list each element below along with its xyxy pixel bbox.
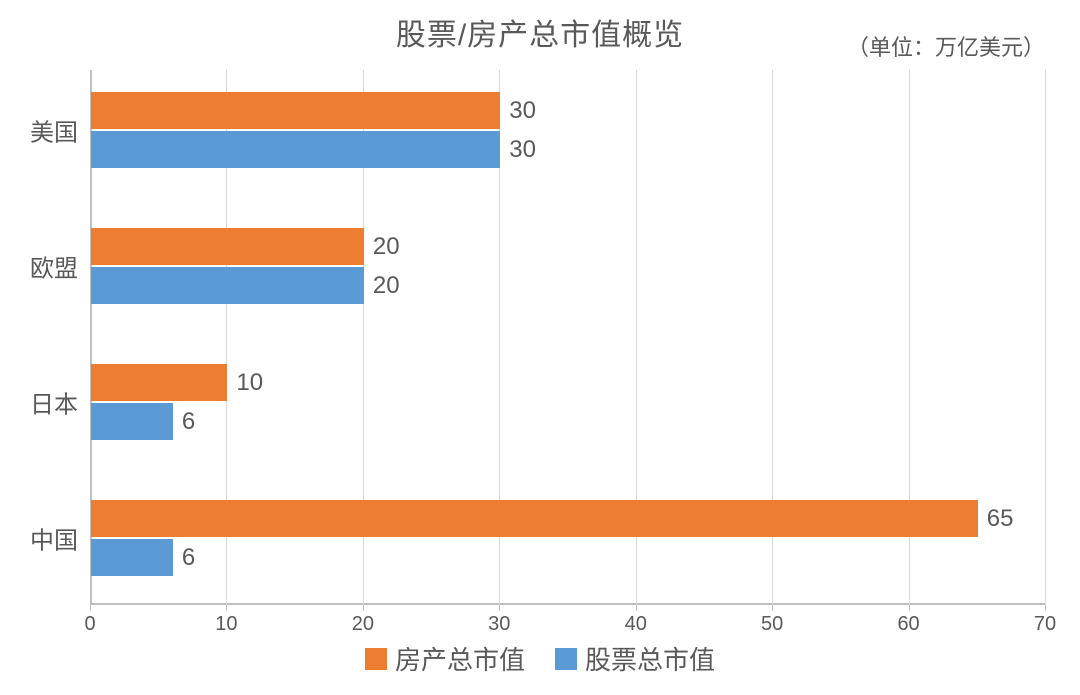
gridline bbox=[1045, 70, 1046, 605]
x-tick-label: 10 bbox=[215, 613, 237, 636]
x-tick bbox=[226, 605, 227, 611]
chart-container: 股票/房产总市值概览 （单位：万亿美元） 30 30 20 20 10 6 65 6 房产总市… bbox=[0, 0, 1080, 695]
bar-value-label: 30 bbox=[509, 136, 536, 164]
bar-value-label: 10 bbox=[236, 369, 263, 397]
x-tick-label: 70 bbox=[1034, 613, 1056, 636]
x-tick bbox=[772, 605, 773, 611]
chart-title: 股票/房产总市值概览 bbox=[396, 19, 684, 52]
x-tick bbox=[90, 605, 91, 611]
bar-value-label: 20 bbox=[373, 272, 400, 300]
x-axis-line bbox=[90, 603, 1045, 605]
x-tick-label: 30 bbox=[488, 613, 510, 636]
bar-real_estate bbox=[91, 364, 227, 401]
x-tick bbox=[499, 605, 500, 611]
legend-item-stocks: 股票总市值 bbox=[555, 640, 715, 677]
bar-stocks bbox=[91, 403, 173, 440]
legend-swatch bbox=[365, 648, 387, 670]
category-label: 欧盟 bbox=[0, 249, 78, 284]
x-tick-label: 0 bbox=[84, 613, 95, 636]
bar-real_estate bbox=[91, 500, 978, 537]
bar-value-label: 6 bbox=[182, 408, 195, 436]
legend-item-real_estate: 房产总市值 bbox=[365, 640, 525, 677]
x-tick-label: 40 bbox=[625, 613, 647, 636]
bar-value-label: 6 bbox=[182, 544, 195, 572]
category-label: 美国 bbox=[0, 113, 78, 148]
x-tick bbox=[1045, 605, 1046, 611]
legend-label: 房产总市值 bbox=[395, 640, 525, 677]
x-tick bbox=[909, 605, 910, 611]
legend-swatch bbox=[555, 648, 577, 670]
bar-stocks bbox=[91, 539, 173, 576]
category-label: 日本 bbox=[0, 385, 78, 420]
bar-value-label: 20 bbox=[373, 233, 400, 261]
bar-stocks bbox=[91, 267, 364, 304]
x-tick bbox=[363, 605, 364, 611]
legend-label: 股票总市值 bbox=[585, 640, 715, 677]
category-label: 中国 bbox=[0, 521, 78, 556]
x-tick-label: 60 bbox=[897, 613, 919, 636]
plot-area: 30 30 20 20 10 6 65 6 bbox=[90, 70, 1045, 605]
bar-real_estate bbox=[91, 228, 364, 265]
x-tick-label: 50 bbox=[761, 613, 783, 636]
bar-value-label: 65 bbox=[987, 505, 1014, 533]
x-tick-label: 20 bbox=[352, 613, 374, 636]
legend: 房产总市值 股票总市值 bbox=[0, 640, 1080, 677]
bar-stocks bbox=[91, 131, 500, 168]
x-tick bbox=[636, 605, 637, 611]
bar-real_estate bbox=[91, 92, 500, 129]
unit-label: （单位：万亿美元） bbox=[847, 30, 1045, 62]
bar-value-label: 30 bbox=[509, 97, 536, 125]
